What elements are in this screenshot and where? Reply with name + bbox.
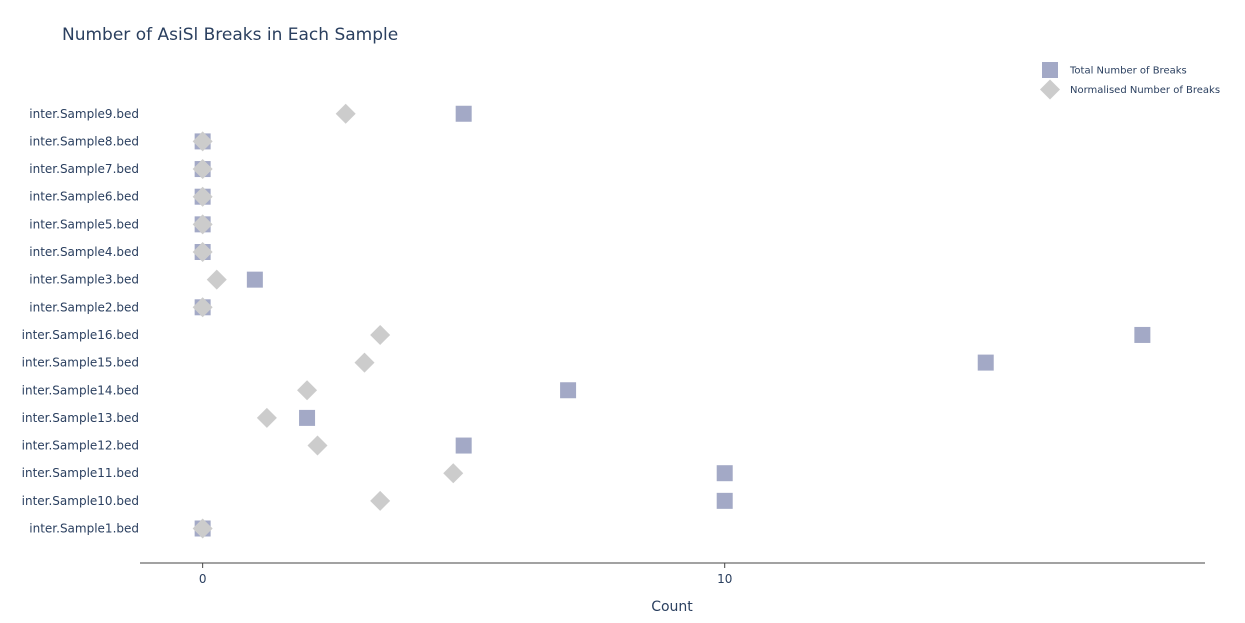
y-tick-label: inter.Sample4.bed [29, 245, 139, 259]
legend-label[interactable]: Total Number of Breaks [1069, 66, 1187, 77]
normalised-breaks-point[interactable] [192, 242, 213, 262]
series-normalised [192, 103, 464, 539]
series-total [194, 105, 1151, 537]
normalised-breaks-point[interactable] [192, 518, 213, 539]
normalised-breaks-point[interactable] [192, 297, 213, 318]
x-tick-label: 0 [199, 572, 207, 586]
y-tick-label: inter.Sample1.bed [29, 522, 139, 536]
x-axis: 0 10 [199, 563, 732, 586]
y-tick-label: inter.Sample6.bed [29, 190, 139, 204]
y-axis: inter.Sample1.bed inter.Sample10.bed inter… [22, 107, 139, 536]
total-breaks-point[interactable] [977, 354, 994, 371]
y-tick-label: inter.Sample9.bed [29, 107, 139, 121]
data-marks [192, 103, 1151, 539]
total-breaks-point[interactable] [560, 382, 577, 399]
normalised-breaks-point[interactable] [192, 214, 213, 235]
y-tick-label: inter.Sample2.bed [29, 300, 139, 314]
y-tick-label: inter.Sample5.bed [29, 217, 139, 231]
total-breaks-point[interactable] [716, 465, 733, 482]
y-tick-label: inter.Sample3.bed [29, 273, 139, 287]
normalised-breaks-point[interactable] [192, 131, 213, 152]
normalised-breaks-point[interactable] [354, 352, 375, 373]
y-tick-label: inter.Sample14.bed [22, 383, 139, 397]
total-breaks-point[interactable] [455, 105, 472, 122]
normalised-breaks-point[interactable] [192, 159, 213, 180]
total-breaks-point[interactable] [716, 492, 733, 509]
normalised-breaks-point[interactable] [370, 324, 391, 345]
normalised-breaks-point[interactable] [370, 490, 391, 511]
normalised-breaks-point[interactable] [206, 269, 227, 290]
legend[interactable]: Total Number of Breaks Normalised Number … [1040, 62, 1220, 100]
y-tick-label: inter.Sample12.bed [22, 439, 139, 453]
x-tick-label: 10 [717, 572, 732, 586]
y-tick-label: inter.Sample10.bed [22, 494, 139, 508]
legend-marker[interactable] [1042, 62, 1058, 78]
legend-label[interactable]: Normalised Number of Breaks [1070, 85, 1220, 96]
normalised-breaks-point[interactable] [307, 435, 328, 456]
normalised-breaks-point[interactable] [443, 463, 464, 484]
normalised-breaks-point[interactable] [256, 407, 277, 428]
total-breaks-point[interactable] [455, 437, 472, 454]
normalised-breaks-point[interactable] [297, 380, 318, 401]
legend-marker[interactable] [1040, 79, 1060, 100]
normalised-breaks-point[interactable] [335, 103, 356, 124]
y-tick-label: inter.Sample11.bed [22, 466, 139, 480]
y-tick-label: inter.Sample15.bed [22, 356, 139, 370]
total-breaks-point[interactable] [299, 409, 316, 426]
y-tick-label: inter.Sample7.bed [29, 162, 139, 176]
chart-title: Number of AsiSl Breaks in Each Sample [62, 25, 398, 45]
y-tick-label: inter.Sample13.bed [22, 411, 139, 425]
normalised-breaks-point[interactable] [192, 186, 213, 207]
x-axis-label: Count [651, 599, 693, 615]
total-breaks-point[interactable] [1134, 326, 1151, 343]
y-tick-label: inter.Sample8.bed [29, 134, 139, 148]
total-breaks-point[interactable] [246, 271, 263, 288]
y-tick-label: inter.Sample16.bed [22, 328, 139, 342]
